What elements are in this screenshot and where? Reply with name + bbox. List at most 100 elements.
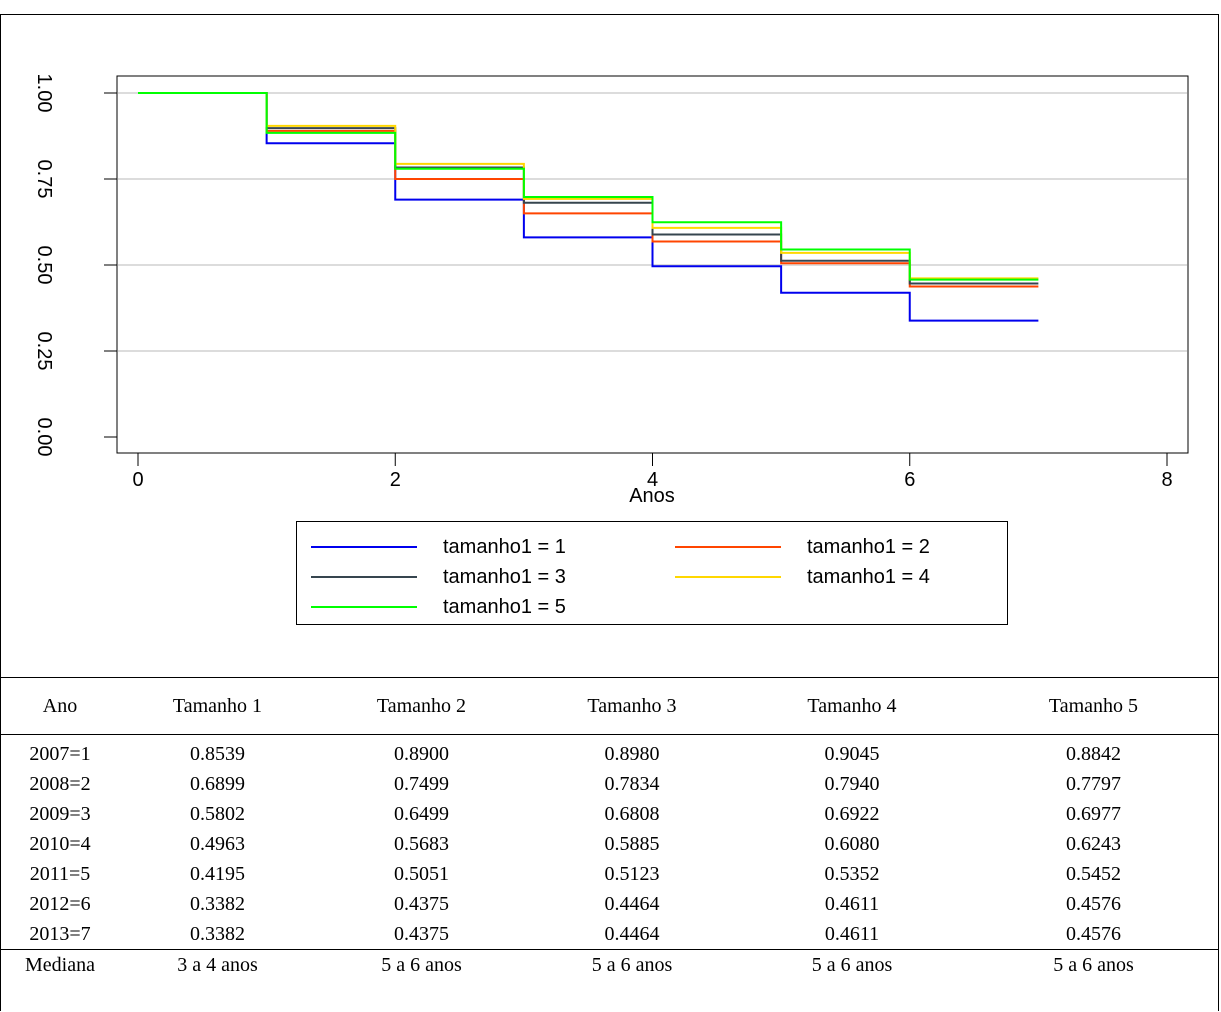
x-tick-label: 6	[904, 469, 915, 491]
table-cell: 2011=5	[29, 862, 91, 885]
legend-item-tamanho1-3: tamanho1 = 3	[311, 565, 566, 589]
table-cell: 0.7499	[394, 772, 449, 795]
table-cell: 0.6080	[824, 832, 880, 855]
x-axis: 0 2 4 6 8	[132, 453, 1173, 491]
table-footer-cell: Mediana	[0, 949, 120, 980]
table-cell: 0.8980	[604, 742, 660, 765]
table-cell: 0.4576	[1066, 922, 1121, 945]
table-cell: 0.6243	[1066, 832, 1121, 855]
legend-swatch	[311, 546, 417, 548]
y-tick-label: 0.75	[33, 160, 55, 199]
table-cell: 2009=3	[29, 802, 91, 825]
y-tick-label: 0.00	[33, 418, 55, 457]
legend-label: tamanho1 = 5	[443, 595, 566, 618]
table-cell: 0.9045	[824, 742, 880, 765]
table-footer-cell: 3 a 4 anos	[120, 949, 315, 980]
table-cell: 0.3382	[190, 892, 245, 915]
figure-frame	[0, 14, 1219, 1011]
legend-item-tamanho1-2: tamanho1 = 2	[675, 535, 930, 559]
table-footer-cell: 5 a 6 anos	[968, 949, 1219, 980]
table-header-cell: Ano	[0, 677, 120, 735]
table-cell: 0.5123	[604, 862, 660, 885]
legend-swatch	[675, 546, 781, 548]
table-header-cell: Tamanho 2	[315, 677, 528, 735]
table-cell: 0.3382	[190, 922, 245, 945]
table-cell: 0.7940	[824, 772, 880, 795]
legend-label: tamanho1 = 3	[443, 565, 566, 588]
table-row: 2009=3 0.5802 0.6499 0.6808 0.6922 0.6977	[0, 799, 1219, 829]
table-row: 2012=6 0.3382 0.4375 0.4464 0.4611 0.4576	[0, 889, 1219, 919]
table-cell: 0.5802	[190, 802, 245, 825]
legend-label: tamanho1 = 2	[807, 535, 930, 558]
series-line-tamanho1-4	[138, 92, 1039, 280]
table-cell: 0.4611	[824, 892, 880, 915]
table-cell: 2013=7	[29, 922, 91, 945]
table-cell: 0.5885	[604, 832, 660, 855]
legend-item-tamanho1-1: tamanho1 = 1	[311, 535, 566, 559]
table-row: 2010=4 0.4963 0.5683 0.5885 0.6080 0.6243	[0, 829, 1219, 859]
table-cell: 0.4375	[394, 922, 449, 945]
table-cell: 0.4611	[824, 922, 880, 945]
legend-swatch	[311, 606, 417, 608]
table-footer-row: Mediana 3 a 4 anos 5 a 6 anos 5 a 6 anos 5 a…	[0, 949, 1219, 980]
table-cell: 0.5683	[394, 832, 449, 855]
table-header-cell: Tamanho 3	[528, 677, 736, 735]
legend-swatch	[311, 576, 417, 578]
table-cell: 2012=6	[29, 892, 91, 915]
y-tick-label: 0.25	[33, 332, 55, 371]
survival-chart: 0.00 0.25 0.50 0.75 1.00 0 2 4 6 8 Anos	[33, 74, 1189, 507]
x-tick-label: 2	[390, 469, 401, 491]
table-footer-cell: 5 a 6 anos	[315, 949, 528, 980]
table-cell: 0.6922	[824, 802, 880, 825]
series-line-tamanho1-5	[138, 92, 1039, 281]
table-cell: 2008=2	[29, 772, 91, 795]
legend-label: tamanho1 = 4	[807, 565, 930, 588]
table-row: 2007=1 0.8539 0.8900 0.8980 0.9045 0.8842	[0, 735, 1219, 770]
table-cell: 0.7834	[604, 772, 660, 795]
table-cell: 0.5352	[824, 862, 880, 885]
table-cell: 0.4195	[190, 862, 245, 885]
y-axis: 0.00 0.25 0.50 0.75 1.00	[33, 74, 117, 457]
series-lines	[138, 92, 1039, 322]
table-cell: 0.8539	[190, 742, 245, 765]
table-row: 2011=5 0.4195 0.5051 0.5123 0.5352 0.5452	[0, 859, 1219, 889]
x-tick-label: 0	[132, 469, 143, 491]
table-footer-cell: 5 a 6 anos	[736, 949, 968, 980]
x-tick-label: 8	[1161, 469, 1172, 491]
table-cell: 0.6499	[394, 802, 449, 825]
legend-label: tamanho1 = 1	[443, 535, 566, 558]
table-cell: 0.4464	[604, 922, 660, 945]
table-cell: 0.4576	[1066, 892, 1121, 915]
table-cell: 0.6977	[1066, 802, 1121, 825]
table-cell: 2007=1	[29, 742, 91, 765]
table-cell: 0.4464	[604, 892, 660, 915]
table-cell: 0.8900	[394, 742, 449, 765]
table-cell: 0.5051	[394, 862, 449, 885]
series-line-tamanho1-2	[138, 92, 1039, 288]
table-cell: 0.6808	[604, 802, 660, 825]
x-tick-label: 4	[647, 469, 658, 491]
series-line-tamanho1-3	[138, 92, 1039, 285]
table-cell: 0.4375	[394, 892, 449, 915]
legend-swatch	[675, 576, 781, 578]
table-cell: 0.6899	[190, 772, 245, 795]
table-header-cell: Tamanho 5	[968, 677, 1219, 735]
table-header-cell: Tamanho 4	[736, 677, 968, 735]
table-cell: 2010=4	[29, 832, 91, 855]
chart-legend: tamanho1 = 1 tamanho1 = 2 tamanho1 = 3 tama…	[296, 521, 1008, 625]
y-tick-label: 1.00	[33, 74, 55, 113]
table-footer-cell: 5 a 6 anos	[528, 949, 736, 980]
table-row: 2008=2 0.6899 0.7499 0.7834 0.7940 0.7797	[0, 769, 1219, 799]
y-tick-label: 0.50	[33, 246, 55, 285]
table-cell: 0.4963	[190, 832, 245, 855]
table-row: 2013=7 0.3382 0.4375 0.4464 0.4611 0.4576	[0, 919, 1219, 950]
legend-item-tamanho1-5: tamanho1 = 5	[311, 595, 566, 619]
table-cell: 0.5452	[1066, 862, 1121, 885]
table-cell: 0.8842	[1066, 742, 1121, 765]
x-axis-title: Anos	[629, 485, 675, 507]
table-cell: 0.7797	[1066, 772, 1121, 795]
series-line-tamanho1-1	[138, 92, 1039, 322]
legend-item-tamanho1-4: tamanho1 = 4	[675, 565, 930, 589]
